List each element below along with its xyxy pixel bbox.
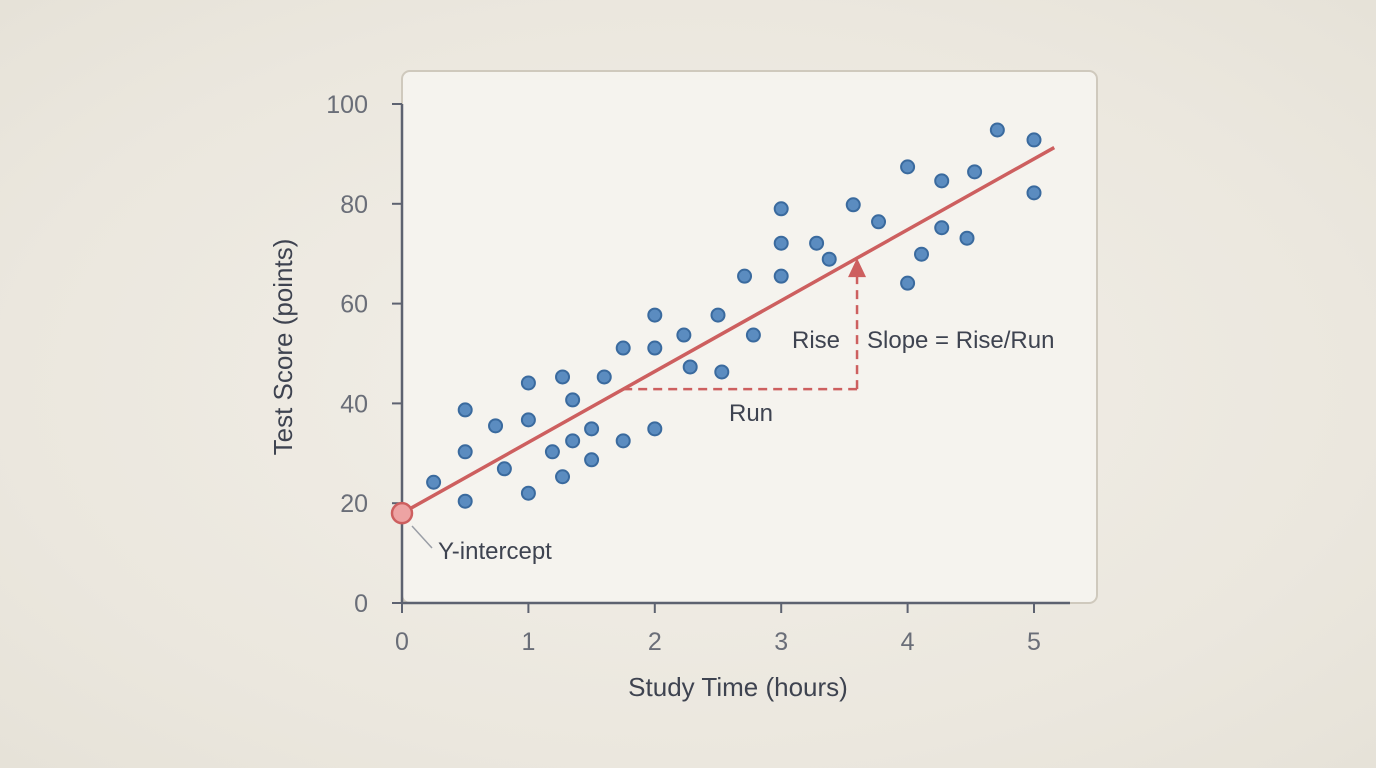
x-tick-label: 2 [648, 628, 662, 656]
data-point [426, 474, 442, 490]
data-point [959, 230, 975, 246]
data-point [676, 327, 692, 343]
data-point [565, 392, 581, 408]
data-point [682, 359, 698, 375]
x-tick-label: 4 [901, 628, 915, 656]
data-point [900, 159, 916, 175]
data-point [647, 307, 663, 323]
intercept-label: Y-intercept [438, 538, 552, 565]
data-point [845, 197, 861, 213]
data-point [555, 469, 571, 485]
data-point [565, 433, 581, 449]
x-tick-label: 1 [521, 628, 535, 656]
y-tick-label: 100 [326, 91, 368, 119]
data-point [647, 421, 663, 437]
data-point [457, 402, 473, 418]
y-axis-label: Test Score (points) [268, 239, 298, 456]
y-tick-label: 20 [340, 490, 368, 518]
data-point [900, 275, 916, 291]
run-label: Run [729, 400, 773, 427]
data-point [821, 251, 837, 267]
data-point [1026, 132, 1042, 148]
data-point [520, 375, 536, 391]
data-point [584, 421, 600, 437]
rise-arrowhead [848, 258, 867, 278]
data-point [809, 235, 825, 251]
x-tick-label: 0 [395, 628, 409, 656]
rise-label: Rise [792, 327, 840, 354]
data-point [615, 433, 631, 449]
data-point [496, 461, 512, 477]
data-point [934, 173, 950, 189]
data-point [773, 235, 789, 251]
data-point [520, 485, 536, 501]
intercept-leader-line [411, 525, 433, 549]
data-point [488, 418, 504, 434]
data-point [737, 268, 753, 284]
data-point [773, 268, 789, 284]
data-point [871, 214, 887, 230]
data-point [544, 444, 560, 460]
data-point [596, 369, 612, 385]
trend-line [401, 146, 1056, 515]
y-tick-label: 60 [340, 291, 368, 319]
data-point [710, 307, 726, 323]
data-point [457, 493, 473, 509]
y-tick-label: 40 [340, 390, 368, 418]
data-point [714, 364, 730, 380]
data-point [989, 122, 1005, 138]
y-tick-label: 80 [340, 191, 368, 219]
y-intercept-marker [390, 501, 414, 525]
data-point [555, 369, 571, 385]
data-point [584, 452, 600, 468]
y-tick-label: 0 [354, 590, 368, 618]
x-tick-label: 5 [1027, 628, 1041, 656]
data-point [457, 444, 473, 460]
data-point [914, 246, 930, 262]
data-point [967, 164, 983, 180]
x-tick-label: 3 [774, 628, 788, 656]
data-point [615, 340, 631, 356]
slope-label: Slope = Rise/Run [867, 327, 1054, 354]
data-point [1026, 185, 1042, 201]
data-point [934, 220, 950, 236]
data-point [647, 340, 663, 356]
x-axis-label: Study Time (hours) [628, 672, 848, 702]
data-point [773, 201, 789, 217]
data-point [520, 412, 536, 428]
data-point [745, 327, 761, 343]
